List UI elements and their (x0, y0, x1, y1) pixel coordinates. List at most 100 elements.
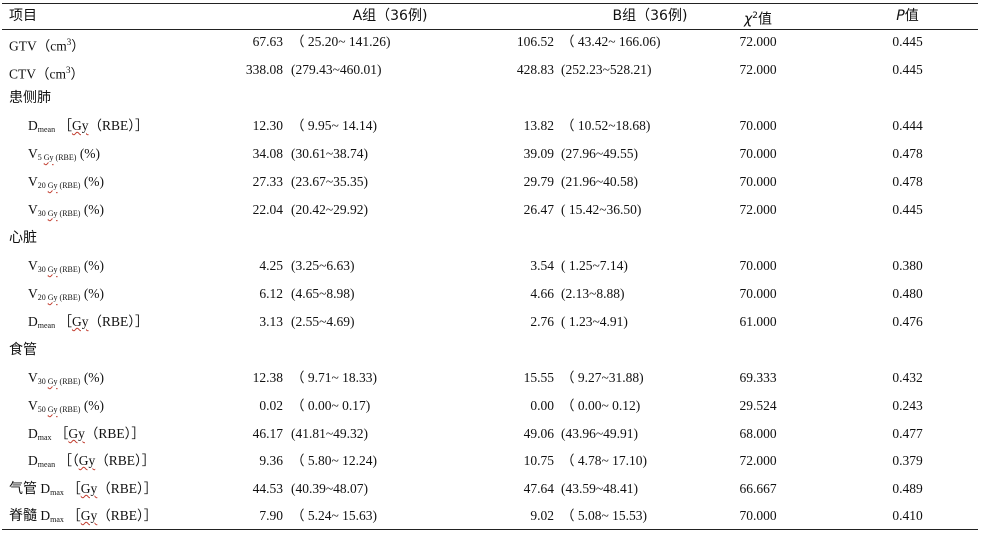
bracket-close: ）］ (137, 481, 158, 496)
group-a-median: 3.13 (259, 314, 283, 329)
label-subscript: 20 Gy (RBE) (37, 293, 81, 302)
label-main: D (28, 118, 38, 133)
row-label: CTV（cm3） (9, 57, 84, 88)
group-b-range: (21.96~40.58) (561, 174, 639, 189)
category-label: 患侧肺 (9, 90, 51, 106)
bracket-open: ［ (67, 508, 81, 523)
group-b-median: 13.82 (523, 118, 554, 133)
p-value: 0.243 (892, 398, 923, 413)
sub-unit: Gy (47, 405, 58, 414)
group-a-median: 12.38 (252, 370, 283, 385)
group-b-range: (27.96~49.55) (561, 146, 639, 161)
unit: Gy (71, 118, 89, 133)
sub-num: 20 (37, 293, 46, 302)
table-row: Dmean ［Gy（RBE）］ 3.13 (2.55~4.69) 2.76 ( 1.23… (0, 309, 981, 335)
group-b-range: (2.13~8.88) (561, 286, 625, 301)
group-a-range: (3.25~6.63) (291, 258, 355, 273)
group-b-median: 26.47 (523, 202, 554, 217)
rbe: RBE (101, 314, 129, 329)
group-b-median: 15.55 (523, 370, 554, 385)
group-b-median: 428.83 (516, 62, 554, 77)
group-b-range: （ 10.52~18.68) (561, 118, 651, 133)
p-value: 0.478 (892, 174, 923, 189)
label-subscript: max (37, 433, 52, 442)
row-label: V5 Gy (RBE) (%) (28, 146, 101, 162)
p-value: 0.445 (892, 202, 923, 217)
table-row: V50 Gy (RBE) (%) 0.02 （ 0.00~ 0.17) 0.00 （ 0… (0, 393, 981, 419)
category-row: 食管 (0, 337, 981, 363)
chi-square-value: 70.000 (739, 146, 777, 161)
group-a-range: （ 9.95~ 14.14) (291, 118, 378, 133)
chi-square-value: 70.000 (739, 118, 777, 133)
chi-square-value: 72.000 (739, 62, 777, 77)
group-b-range: (252.23~528.21) (561, 62, 652, 77)
label-superscript: 3 (66, 65, 71, 75)
row-label: 气管 Dmax ［Gy（RBE）］ (9, 481, 158, 497)
unit: Gy (80, 508, 98, 523)
sub-num: 20 (37, 181, 46, 190)
sub-rbe: RBE (62, 209, 78, 218)
label-subscript: mean (37, 460, 56, 469)
header-rule (2, 29, 978, 30)
group-a-range: （ 9.71~ 18.33) (291, 370, 378, 385)
group-b-range: （ 5.08~ 15.53) (561, 508, 648, 523)
group-a-median: 4.25 (259, 258, 283, 273)
chi-square-value: 72.000 (739, 34, 777, 49)
unit: Gy (68, 426, 85, 441)
table-row: Dmean ［Gy（RBE）］ 12.30 （ 9.95~ 14.14) 13.82 （… (0, 113, 981, 139)
group-a-range: (23.67~35.35) (291, 174, 369, 189)
group-a-median: 34.08 (252, 146, 283, 161)
table-row: Dmax ［Gy（RBE）］ 46.17 (41.81~49.32) 49.06 (43… (0, 421, 981, 447)
label-main: V (28, 202, 38, 217)
row-label: 脊髓 Dmax ［Gy（RBE）］ (9, 508, 158, 524)
table-row: Dmean ［（Gy（RBE）］ 9.36 （ 5.80~ 12.24) 10.75 （… (0, 448, 981, 474)
group-a-range: （ 0.00~ 0.17) (291, 398, 371, 413)
category-row: 患侧肺 (0, 85, 981, 111)
row-label: Dmean ［（Gy（RBE）］ (28, 453, 156, 469)
header-p: P值 (896, 8, 919, 24)
sub-num: 30 (37, 377, 46, 386)
row-label: V30 Gy (RBE) (%) (28, 370, 105, 386)
group-b-median: 0.00 (530, 398, 554, 413)
category-row: 心脏 (0, 225, 981, 251)
p-value: 0.410 (892, 508, 923, 523)
sub-unit: Gy (47, 265, 58, 274)
label-text: CTV（cm (9, 66, 66, 82)
label-subscript: 20 Gy (RBE) (37, 181, 81, 190)
row-label: V20 Gy (RBE) (%) (28, 286, 105, 302)
label-subscript: 30 Gy (RBE) (37, 265, 81, 274)
group-b-median: 49.06 (523, 426, 554, 441)
header-chi: χ2值 (743, 11, 773, 28)
p-value: 0.432 (892, 370, 923, 385)
sub-num: 30 (37, 265, 46, 274)
group-a-range: （ 5.80~ 12.24) (291, 453, 378, 468)
group-a-median: 12.30 (252, 118, 283, 133)
p-value: 0.380 (892, 258, 923, 273)
p-value: 0.480 (892, 286, 923, 301)
sub-rbe: RBE (62, 265, 78, 274)
group-a-range: （ 25.20~ 141.26) (291, 34, 391, 49)
sub-num: 5 (37, 153, 42, 162)
table-row: V30 Gy (RBE) (%) 12.38 （ 9.71~ 18.33) 15.55… (0, 365, 981, 391)
header-group-a: A组（36例) (352, 8, 428, 24)
chi-square-value: 70.000 (739, 258, 777, 273)
label-main: V (28, 286, 38, 301)
label-end: ） (70, 66, 85, 82)
group-b-range: (43.59~48.41) (561, 481, 639, 496)
table-row: CTV（cm3） 338.08 (279.43~460.01) 428.83 (252.… (0, 57, 981, 83)
p-value: 0.477 (892, 426, 923, 441)
label-prefix: 气管 (9, 481, 37, 497)
group-b-range: ( 1.23~4.91) (561, 314, 628, 329)
sub-unit: Gy (47, 181, 58, 190)
rbe: RBE (101, 118, 129, 133)
group-a-median: 7.90 (259, 508, 283, 523)
group-a-median: 67.63 (252, 34, 283, 49)
chi-square-value: 72.000 (739, 453, 777, 468)
label-subscript: 50 Gy (RBE) (37, 405, 81, 414)
label-main: V (28, 370, 38, 385)
table-row: 气管 Dmax ［Gy（RBE）］ 44.53 (40.39~48.07) 47.64… (0, 476, 981, 502)
sub-rbe: RBE (62, 181, 78, 190)
table-row: GTV（cm3） 67.63 （ 25.20~ 141.26) 106.52 （ 43.… (0, 29, 981, 55)
table-row: V30 Gy (RBE) (%) 22.04 (20.42~29.92) 26.47 (… (0, 197, 981, 223)
chi-square-value: 61.000 (739, 314, 777, 329)
